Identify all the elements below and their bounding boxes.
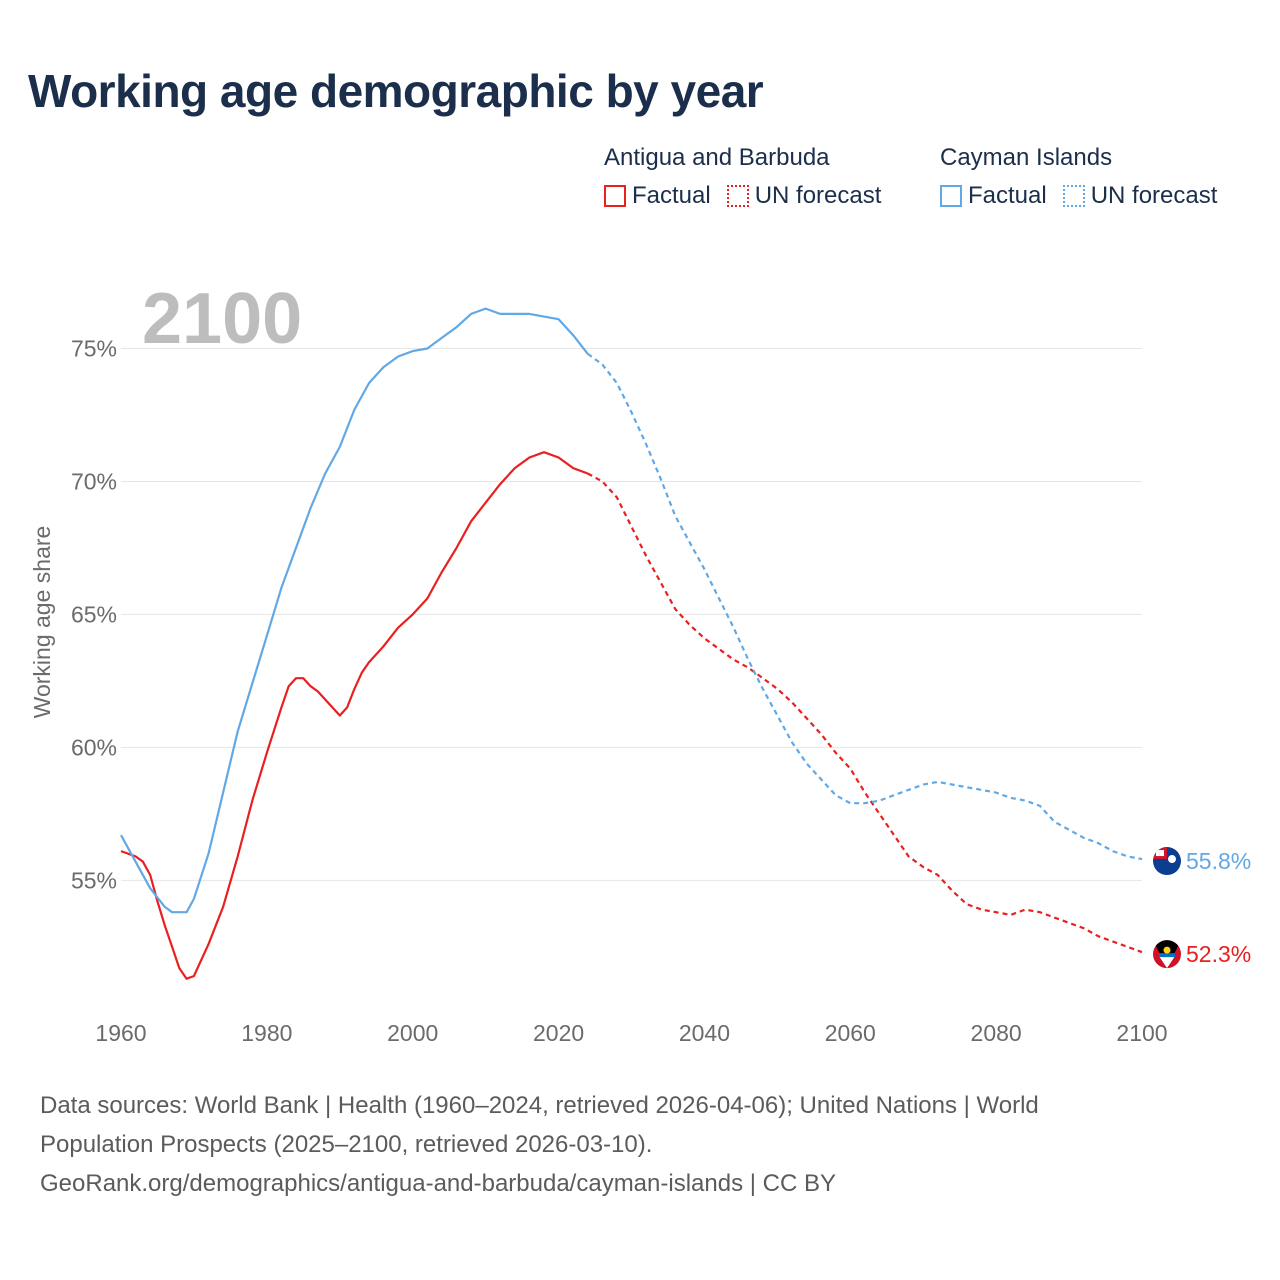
y-tick-label: 60% bbox=[71, 734, 117, 760]
legend-item-antigua-factual[interactable]: Factual bbox=[604, 182, 711, 210]
x-tick-label: 1980 bbox=[241, 1020, 292, 1046]
footer-line: Data sources: World Bank | Health (1960–… bbox=[40, 1092, 1039, 1119]
legend-group-name: Cayman Islands bbox=[940, 144, 1113, 171]
legend-item-antigua-forecast[interactable]: UN forecast bbox=[726, 182, 882, 210]
y-axis-label: Working age share bbox=[29, 526, 55, 719]
end-value-label-cayman-islands: 55.8% bbox=[1186, 848, 1251, 874]
series-line-factual-antigua-and-barbuda bbox=[120, 451, 589, 980]
footer-line: GeoRank.org/demographics/antigua-and-bar… bbox=[40, 1170, 836, 1197]
antigua-flag-icon bbox=[1153, 940, 1181, 969]
y-tick-label: 65% bbox=[71, 601, 117, 627]
legend-label: Factual bbox=[632, 182, 711, 209]
x-tick-label: 2060 bbox=[825, 1020, 876, 1046]
legend-item-cayman-forecast[interactable]: UN forecast bbox=[1062, 182, 1218, 210]
line-chart: 2100 55% 60% 65% 70% 75% 1960 1980 2000 2020 2040 2… bbox=[29, 279, 1251, 1046]
x-tick-label: 1960 bbox=[95, 1020, 146, 1046]
series-line-factual-cayman-islands bbox=[120, 307, 589, 914]
legend-item-cayman-factual[interactable]: Factual bbox=[940, 182, 1047, 210]
end-value-label-antigua-and-barbuda: 52.3% bbox=[1186, 941, 1251, 967]
x-tick-label: 2080 bbox=[971, 1020, 1022, 1046]
cayman-flag-icon bbox=[1153, 847, 1181, 876]
series-line-forecast-antigua-and-barbuda bbox=[587, 472, 1143, 954]
legend-label: Factual bbox=[968, 182, 1047, 209]
legend-swatch-solid bbox=[940, 185, 962, 207]
x-tick-label: 2100 bbox=[1116, 1020, 1167, 1046]
legend-label: UN forecast bbox=[1090, 182, 1218, 209]
legend-group-name: Antigua and Barbuda bbox=[604, 144, 830, 171]
year-watermark: 2100 bbox=[142, 279, 302, 359]
y-tick-label: 75% bbox=[71, 335, 117, 361]
legend-swatch-solid bbox=[604, 185, 626, 207]
x-tick-label: 2020 bbox=[533, 1020, 584, 1046]
legend-group-antigua: Antigua and Barbuda Factual UN forecast bbox=[604, 144, 881, 210]
footer-line: Population Prospects (2025–2100, retriev… bbox=[40, 1131, 653, 1158]
legend-group-cayman: Cayman Islands Factual UN forecast bbox=[940, 144, 1217, 210]
legend-label: UN forecast bbox=[754, 182, 882, 209]
y-tick-label: 70% bbox=[71, 468, 117, 494]
x-tick-label: 2040 bbox=[679, 1020, 730, 1046]
footer-sources: Data sources: World Bank | Health (1960–… bbox=[40, 1086, 1240, 1203]
series-line-forecast-cayman-islands bbox=[587, 352, 1143, 861]
x-tick-label: 2000 bbox=[387, 1020, 438, 1046]
y-tick-label: 55% bbox=[71, 867, 117, 893]
legend-swatch-dotted bbox=[1062, 185, 1085, 207]
chart-title: Working age demographic by year bbox=[28, 65, 764, 117]
legend-swatch-dotted bbox=[726, 185, 749, 207]
